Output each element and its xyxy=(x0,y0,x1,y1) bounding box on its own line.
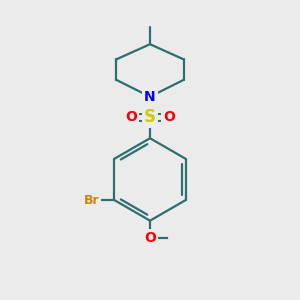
Text: S: S xyxy=(144,109,156,127)
Text: O: O xyxy=(144,231,156,245)
Text: O: O xyxy=(163,110,175,124)
Text: N: N xyxy=(144,90,156,104)
Text: Br: Br xyxy=(83,194,99,207)
Text: O: O xyxy=(125,110,137,124)
